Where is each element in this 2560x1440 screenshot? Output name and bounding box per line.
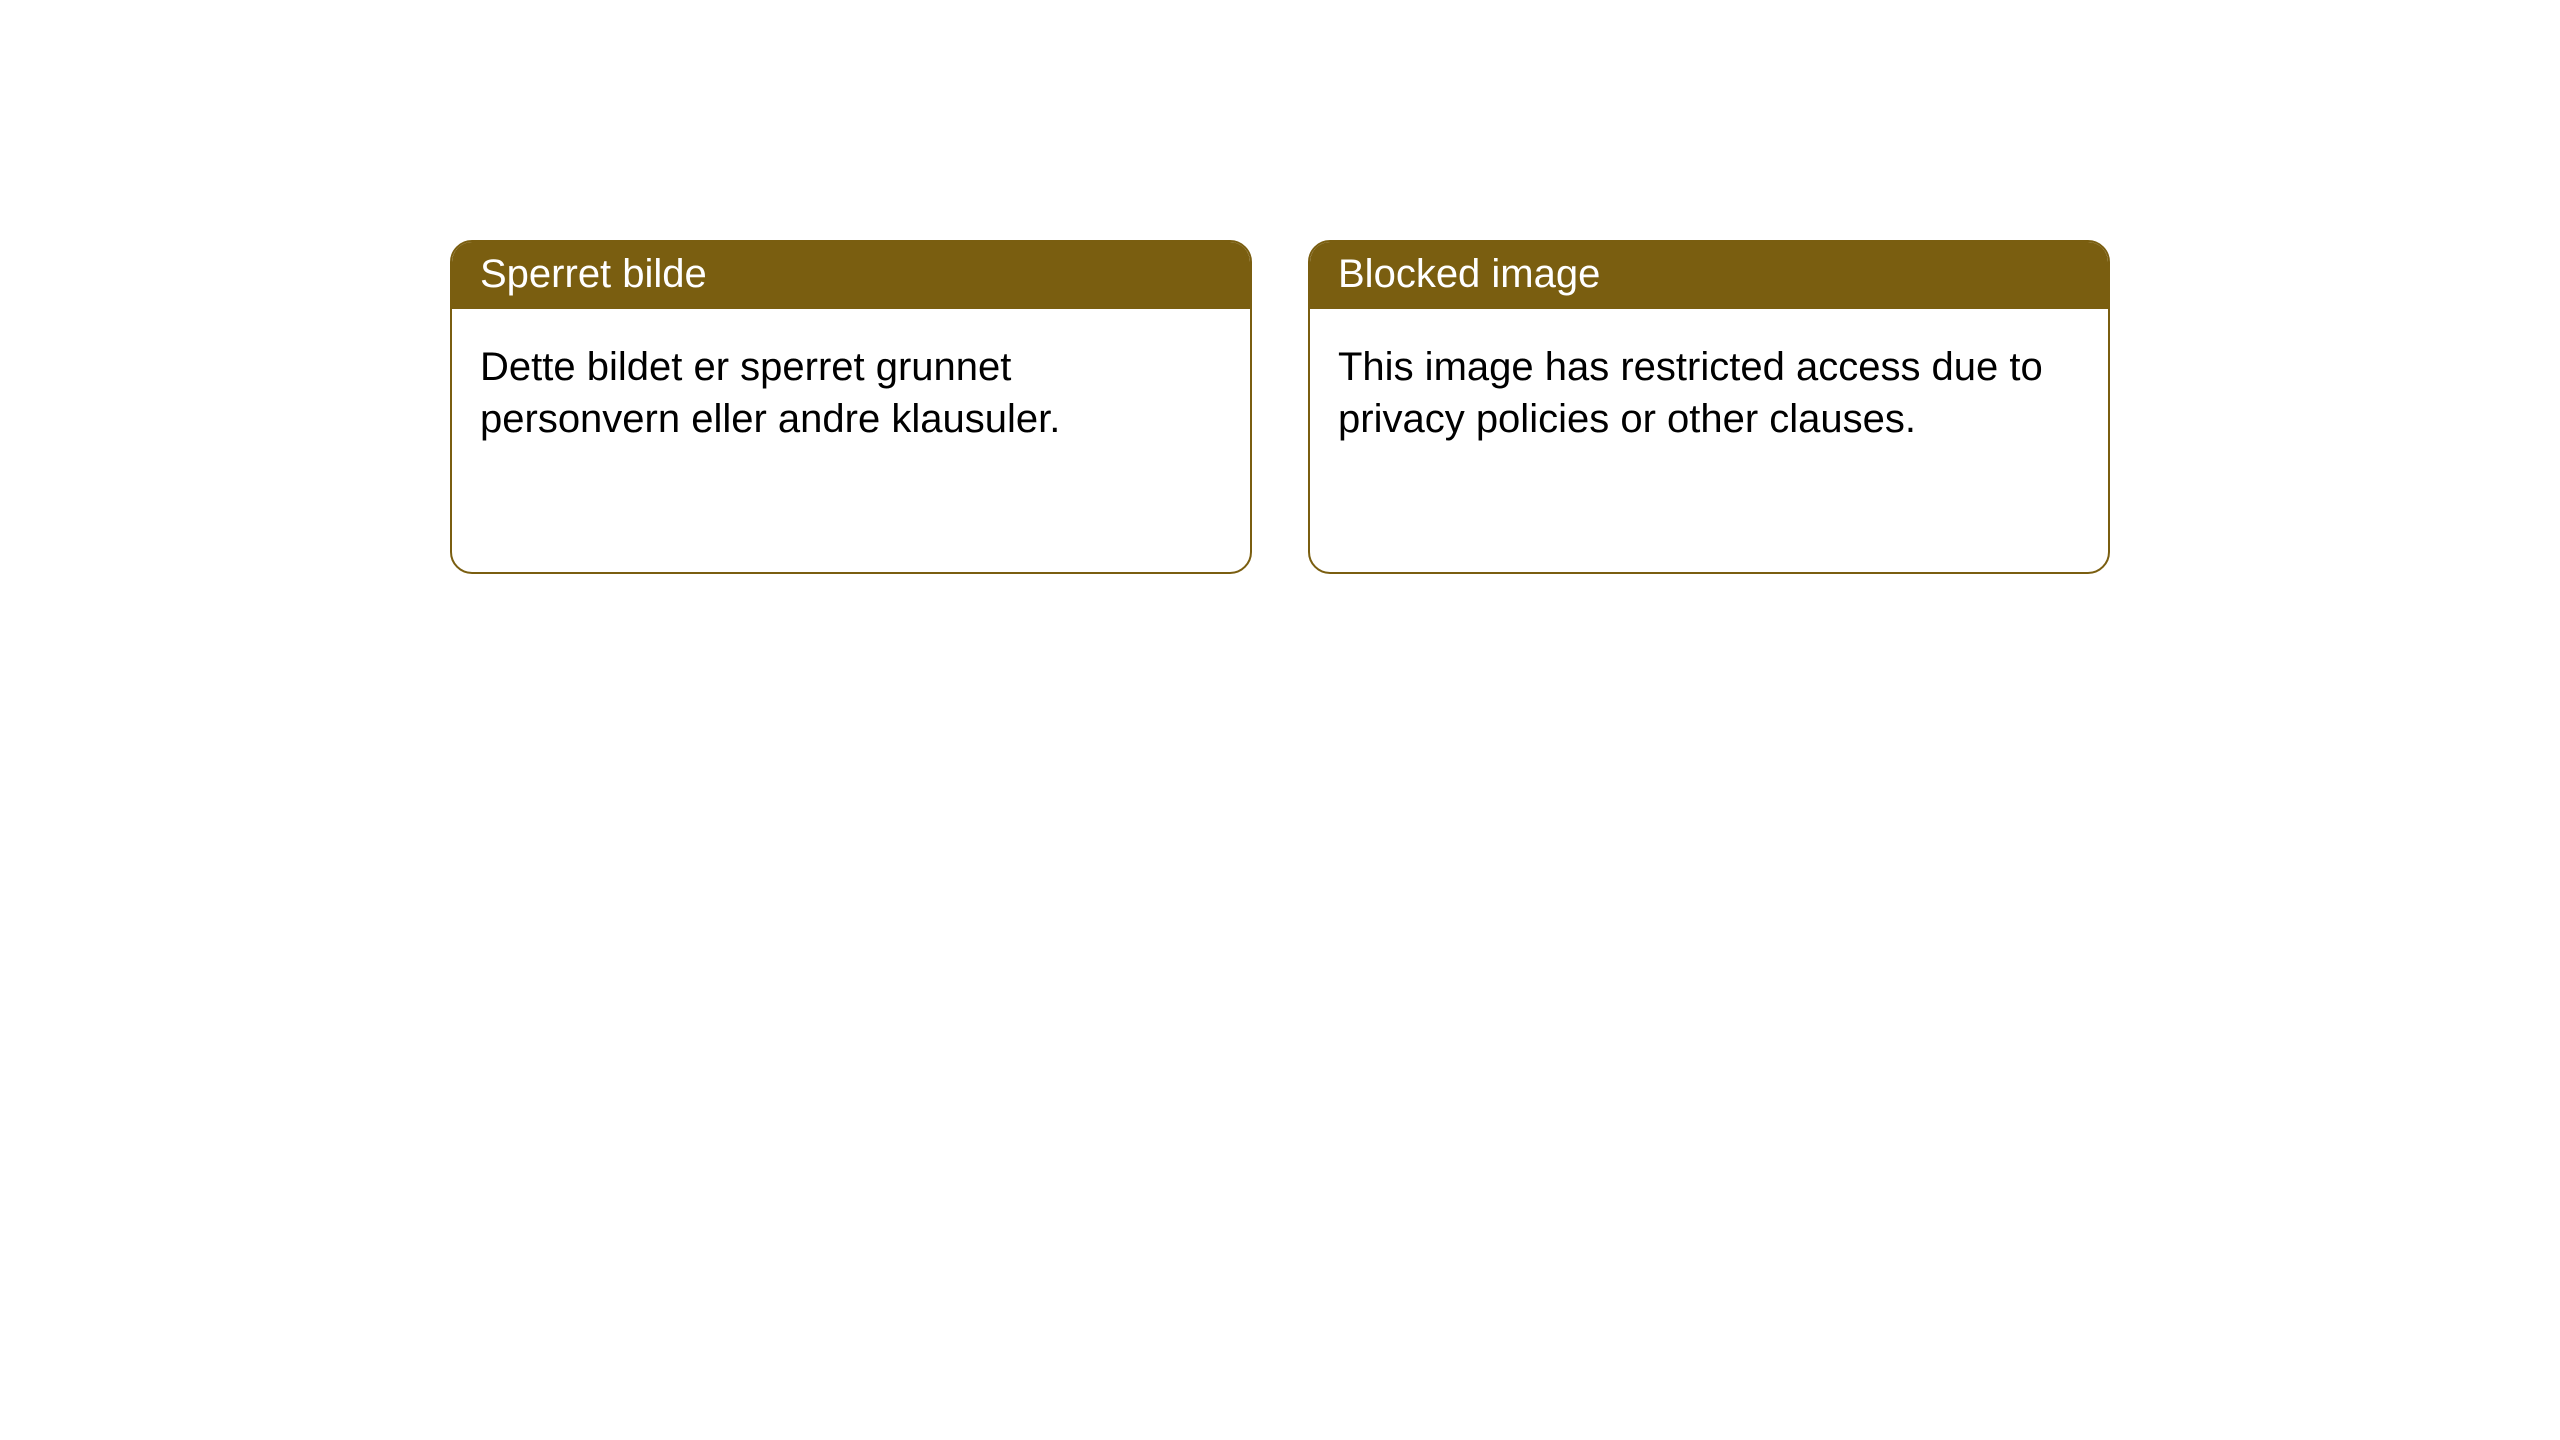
card-body: Dette bildet er sperret grunnet personve… — [452, 309, 1250, 477]
card-title: Blocked image — [1338, 252, 1600, 296]
blocked-image-card-no: Sperret bilde Dette bildet er sperret gr… — [450, 240, 1252, 574]
card-header: Sperret bilde — [452, 242, 1250, 309]
card-body-text: This image has restricted access due to … — [1338, 345, 2043, 441]
card-header: Blocked image — [1310, 242, 2108, 309]
blocked-image-card-en: Blocked image This image has restricted … — [1308, 240, 2110, 574]
notice-cards-container: Sperret bilde Dette bildet er sperret gr… — [450, 240, 2110, 574]
card-body-text: Dette bildet er sperret grunnet personve… — [480, 345, 1060, 441]
card-body: This image has restricted access due to … — [1310, 309, 2108, 477]
card-title: Sperret bilde — [480, 252, 707, 296]
